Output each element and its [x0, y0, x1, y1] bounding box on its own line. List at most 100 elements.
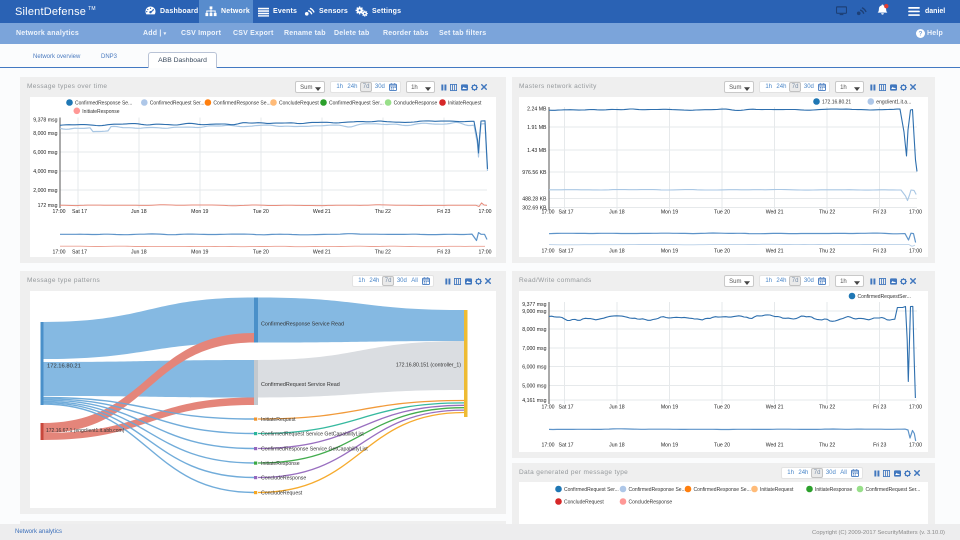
svg-text:Mon 19: Mon 19: [661, 210, 678, 216]
svg-text:17:00: 17:00: [53, 250, 66, 256]
svg-text:17:00: 17:00: [542, 210, 555, 216]
svg-text:Mon 19: Mon 19: [661, 249, 678, 255]
svg-text:8,000 msg: 8,000 msg: [33, 131, 57, 137]
svg-text:ConcludeRequest: ConcludeRequest: [564, 500, 604, 506]
svg-text:17:00: 17:00: [909, 249, 922, 255]
svg-text:ConcludeRequest: ConcludeRequest: [261, 491, 303, 497]
svg-text:Jun 18: Jun 18: [609, 249, 625, 255]
svg-text:2.24 MB: 2.24 MB: [527, 106, 547, 112]
svg-text:ConcludeRequest: ConcludeRequest: [279, 101, 319, 107]
svg-text:172.16.80.151 (controller_1): 172.16.80.151 (controller_1): [396, 362, 461, 368]
svg-text:Mon 19: Mon 19: [661, 443, 678, 449]
svg-text:ConcludeResponse: ConcludeResponse: [261, 476, 306, 482]
svg-text:Jun 18: Jun 18: [609, 210, 625, 216]
svg-text:17:00: 17:00: [542, 405, 555, 411]
svg-text:172.16.67.1 (engclient1.it.abb: 172.16.67.1 (engclient1.it.abb.com): [46, 428, 125, 434]
svg-text:ConfirmedRequestSer...: ConfirmedRequestSer...: [858, 294, 911, 300]
svg-text:488.28 KB: 488.28 KB: [522, 196, 547, 202]
svg-text:InitiateRequest: InitiateRequest: [261, 417, 296, 423]
svg-text:17:00: 17:00: [479, 250, 492, 256]
svg-text:Tue 20: Tue 20: [714, 443, 730, 449]
svg-text:Wed 21: Wed 21: [766, 249, 784, 255]
svg-text:976.56 KB: 976.56 KB: [522, 170, 547, 176]
svg-text:engclient1.it.a...: engclient1.it.a...: [876, 100, 911, 106]
svg-text:Sat 17: Sat 17: [559, 249, 574, 255]
svg-text:ConfirmedResponse Se...: ConfirmedResponse Se...: [694, 487, 751, 493]
svg-text:Thu 22: Thu 22: [819, 443, 835, 449]
svg-text:ConfirmedResponse Se...: ConfirmedResponse Se...: [629, 487, 686, 493]
svg-text:17:00: 17:00: [909, 443, 922, 449]
svg-text:Fri 23: Fri 23: [873, 210, 886, 216]
svg-text:172.16.80.21: 172.16.80.21: [822, 100, 851, 106]
svg-text:ConfirmedRequest Ser...: ConfirmedRequest Ser...: [150, 101, 205, 107]
svg-text:5,000 msg: 5,000 msg: [522, 383, 546, 389]
svg-text:Tue 20: Tue 20: [714, 210, 730, 216]
svg-text:Wed 21: Wed 21: [766, 210, 784, 216]
svg-text:Mon 19: Mon 19: [191, 209, 208, 215]
svg-text:Jun 18: Jun 18: [609, 405, 625, 411]
svg-text:Jun 18: Jun 18: [609, 443, 625, 449]
svg-text:InitiateResponse: InitiateResponse: [82, 109, 119, 115]
svg-text:4,000 msg: 4,000 msg: [33, 169, 57, 175]
svg-text:Wed 21: Wed 21: [766, 405, 784, 411]
svg-text:17:00: 17:00: [542, 249, 555, 255]
svg-text:1.43 MB: 1.43 MB: [527, 148, 547, 154]
svg-text:Sat 17: Sat 17: [559, 405, 574, 411]
svg-text:Tue 20: Tue 20: [253, 250, 269, 256]
svg-text:Mon 19: Mon 19: [191, 250, 208, 256]
svg-text:Jun 18: Jun 18: [131, 209, 147, 215]
svg-text:ConfirmedResponse Service Read: ConfirmedResponse Service Read: [261, 321, 344, 327]
svg-text:ConfirmedResponse Service GetC: ConfirmedResponse Service GetCapabilityL…: [261, 447, 368, 453]
svg-text:7,000 msg: 7,000 msg: [522, 346, 546, 352]
svg-text:Thu 22: Thu 22: [819, 405, 835, 411]
svg-text:1.91 MB: 1.91 MB: [527, 125, 547, 131]
svg-text:Jun 18: Jun 18: [131, 250, 147, 256]
svg-text:Thu 22: Thu 22: [375, 250, 391, 256]
svg-text:InitiateResponse: InitiateResponse: [261, 461, 300, 467]
svg-text:ConfirmedRequest Ser...: ConfirmedRequest Ser...: [564, 487, 619, 493]
svg-text:Thu 22: Thu 22: [375, 209, 391, 215]
svg-text:InitiateRequest: InitiateRequest: [760, 487, 794, 493]
svg-text:172 msg: 172 msg: [38, 203, 58, 209]
svg-text:ConfirmedResponse Se...: ConfirmedResponse Se...: [213, 101, 270, 107]
svg-text:Fri 23: Fri 23: [873, 405, 886, 411]
svg-text:Wed 21: Wed 21: [313, 209, 331, 215]
svg-text:9,378 msg: 9,378 msg: [33, 117, 57, 123]
svg-text:Wed 21: Wed 21: [313, 250, 331, 256]
svg-text:9,377 msg: 9,377 msg: [522, 302, 546, 308]
svg-text:4,161 msg: 4,161 msg: [522, 398, 546, 404]
svg-text:302.69 KB: 302.69 KB: [522, 205, 547, 211]
svg-text:ConfirmedRequest Ser...: ConfirmedRequest Ser...: [866, 487, 921, 493]
svg-text:ConcludeResponse: ConcludeResponse: [394, 101, 438, 107]
svg-text:ConfirmedRequest Service GetCa: ConfirmedRequest Service GetCapabilityLi…: [261, 432, 364, 438]
svg-text:ConcludeResponse: ConcludeResponse: [629, 500, 673, 506]
svg-text:Sat 17: Sat 17: [559, 443, 574, 449]
svg-text:Mon 19: Mon 19: [661, 405, 678, 411]
svg-text:Fri 23: Fri 23: [437, 250, 450, 256]
svg-text:6,000 msg: 6,000 msg: [33, 150, 57, 156]
svg-text:Sat 17: Sat 17: [559, 210, 574, 216]
svg-text:Tue 20: Tue 20: [714, 405, 730, 411]
svg-text:Thu 22: Thu 22: [819, 210, 835, 216]
svg-text:17:00: 17:00: [53, 209, 66, 215]
svg-text:17:00: 17:00: [479, 209, 492, 215]
svg-text:Fri 23: Fri 23: [873, 443, 886, 449]
svg-text:Sat 17: Sat 17: [72, 209, 87, 215]
svg-text:ConfirmedRequest Service Read: ConfirmedRequest Service Read: [261, 382, 340, 388]
svg-text:8,000 msg: 8,000 msg: [522, 327, 546, 333]
svg-text:Tue 20: Tue 20: [714, 249, 730, 255]
svg-text:InitiateResponse: InitiateResponse: [815, 487, 852, 493]
svg-text:?: ?: [919, 30, 923, 37]
svg-text:ConfirmedResponse Se...: ConfirmedResponse Se...: [75, 101, 132, 107]
svg-text:172.16.80.21: 172.16.80.21: [47, 363, 81, 369]
svg-text:Thu 22: Thu 22: [819, 249, 835, 255]
svg-text:6,000 msg: 6,000 msg: [522, 364, 546, 370]
svg-text:Tue 20: Tue 20: [253, 209, 269, 215]
svg-text:Wed 21: Wed 21: [766, 443, 784, 449]
svg-text:2,000 msg: 2,000 msg: [33, 188, 57, 194]
svg-text:Sat 17: Sat 17: [72, 250, 87, 256]
svg-text:ConfirmedRequest Ser...: ConfirmedRequest Ser...: [329, 101, 384, 107]
svg-text:InitiateRequest: InitiateRequest: [448, 101, 482, 107]
svg-text:Fri 23: Fri 23: [437, 209, 450, 215]
svg-text:17:00: 17:00: [909, 210, 922, 216]
